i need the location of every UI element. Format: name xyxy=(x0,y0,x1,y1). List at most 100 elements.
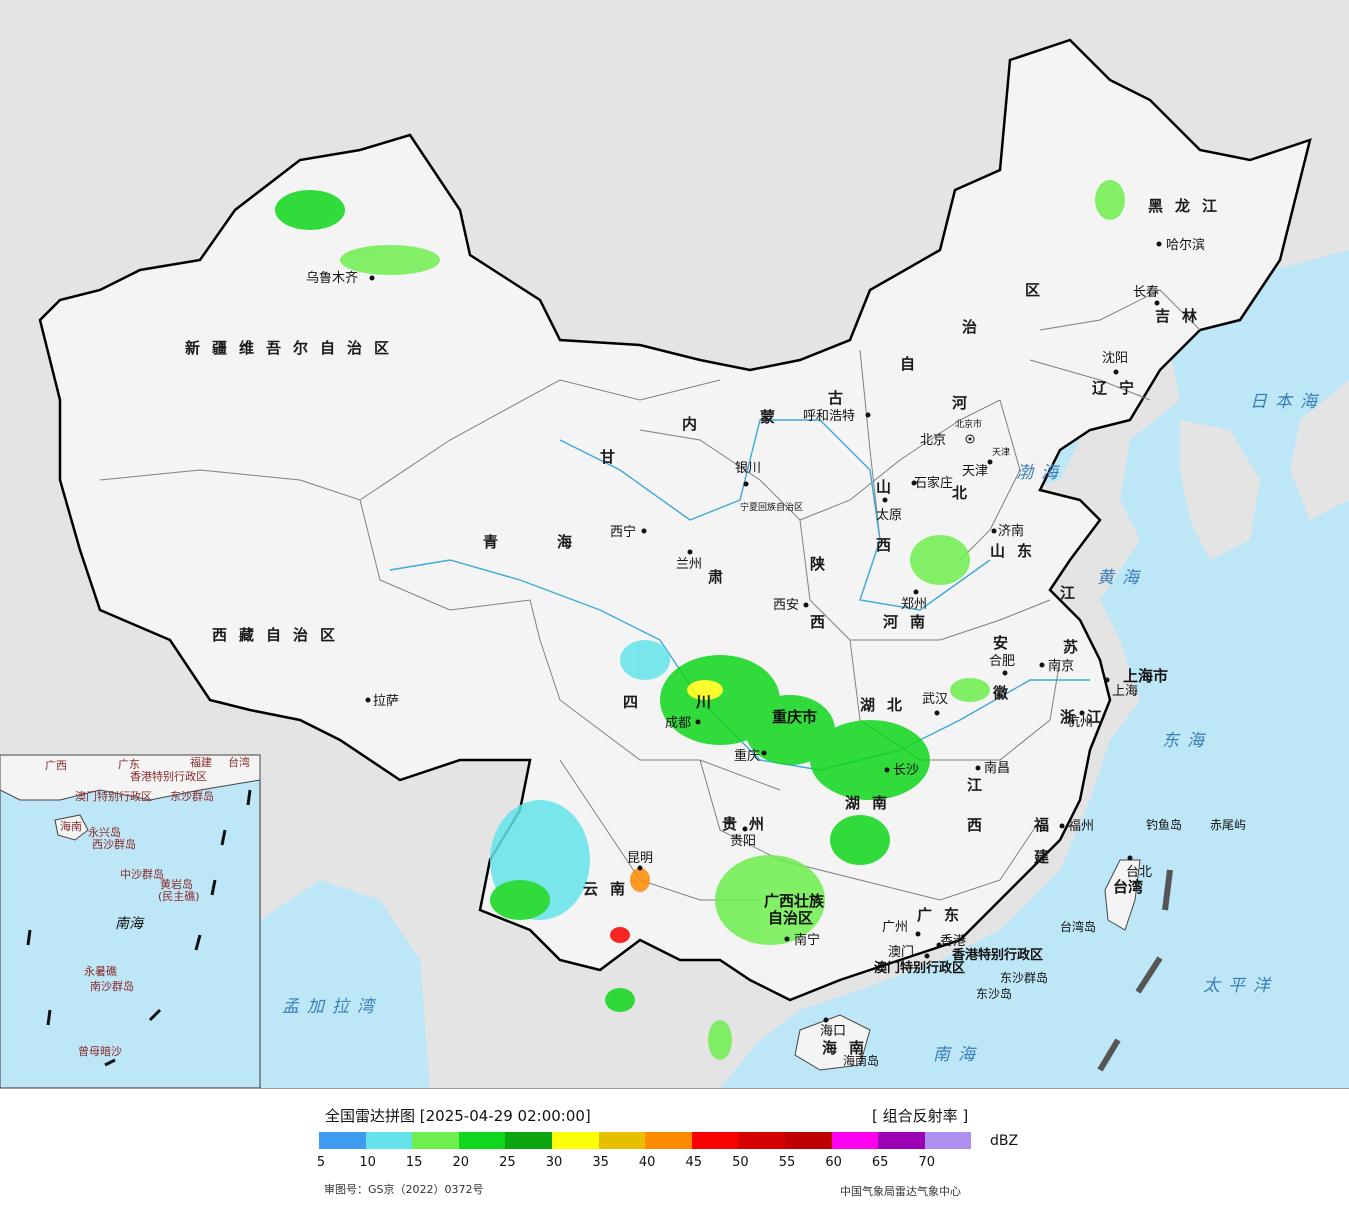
province-xizang: 西藏自治区 xyxy=(212,626,347,644)
province-hunan: 湖南 xyxy=(845,794,899,812)
province-gansu-2: 肃 xyxy=(708,568,735,586)
echo-henan xyxy=(910,535,970,585)
city-chengdu: 成都 xyxy=(665,716,691,731)
province-qinghai-2: 海 xyxy=(557,533,584,551)
city-markers xyxy=(365,241,1162,1023)
echo-urumqi xyxy=(340,245,440,275)
legend-tick-label: 55 xyxy=(778,1155,796,1170)
province-heilongjiang: 黑龙江 xyxy=(1148,197,1229,215)
legend-swatch xyxy=(645,1132,692,1149)
city-changsha: 长沙 xyxy=(893,763,919,778)
province-shaanxi-1: 陕 xyxy=(810,555,837,573)
legend-tick-label: 15 xyxy=(405,1155,423,1170)
city-nanjing: 南京 xyxy=(1048,658,1074,674)
japan-land xyxy=(1290,380,1349,520)
inset-label-xisha: 西沙群岛 xyxy=(92,837,136,851)
city-nanchang: 南昌 xyxy=(984,760,1010,776)
province-jilin: 吉林 xyxy=(1155,307,1209,325)
maritime-boundary-dashes xyxy=(1097,869,1173,1072)
hainan-island-shape xyxy=(794,1014,871,1071)
province-jiangxi-1: 江 xyxy=(967,776,994,794)
city-guiyang: 贵阳 xyxy=(730,834,756,849)
inset-hainan-shape xyxy=(54,814,89,841)
legend-unit: dBZ xyxy=(990,1133,1019,1149)
province-gansu-1: 甘 xyxy=(600,448,627,466)
inset-label-hk: 香港特别行政区 xyxy=(130,769,207,783)
city-nanning: 南宁 xyxy=(794,932,820,948)
radar-echoes xyxy=(275,180,1125,1060)
province-sichuan-1: 四 xyxy=(623,693,650,711)
province-xinjiang: 新疆维吾尔自治区 xyxy=(185,339,401,357)
province-jiangsu-2: 苏 xyxy=(1063,638,1090,656)
echo-chongqing xyxy=(745,695,835,765)
legend-swatch xyxy=(738,1132,785,1149)
echo-hubei-hunan xyxy=(810,720,930,800)
province-fujian-2: 建 xyxy=(1034,848,1061,866)
sea-mengjiala: 孟加拉湾 xyxy=(282,997,382,1017)
legend-tick-label: 30 xyxy=(545,1155,563,1170)
city-haikou: 海口 xyxy=(820,1024,846,1039)
inset-label-nanhai: 南海 xyxy=(115,916,145,932)
legend-swatch xyxy=(505,1132,552,1149)
legend-swatch xyxy=(551,1132,599,1149)
inset-label-zengmu: 曾母暗沙 xyxy=(78,1044,122,1058)
city-hefei: 合肥 xyxy=(989,654,1015,669)
legend-tick-label: 35 xyxy=(592,1155,609,1170)
city-hangzhou: 杭州 xyxy=(1067,715,1093,730)
echo-hainan-west xyxy=(708,1020,732,1060)
island-diaoyu: 钓鱼岛 xyxy=(1146,817,1182,832)
sea-ribenhai: 日本海 xyxy=(1250,392,1325,412)
city-guangzhou: 广州 xyxy=(882,920,908,935)
radar-map: 广西 广东 福建 台湾 香港特别行政区 澳门特别行政区 东沙群岛 海南 西沙群岛… xyxy=(0,0,1349,1088)
legend-tick-label: 40 xyxy=(638,1155,656,1170)
province-fujian-1: 福 xyxy=(1033,816,1061,834)
legend-color-bar xyxy=(319,1132,972,1149)
city-tianjin-city: 天津 xyxy=(992,447,1010,458)
inset-label-guangdong: 广东 xyxy=(118,758,140,771)
legend-tick-label: 10 xyxy=(359,1155,376,1170)
inset-label-fujian: 福建 xyxy=(190,755,212,769)
echo-heilongjiang xyxy=(1095,180,1125,220)
province-shanxi-1: 山 xyxy=(876,478,903,496)
echo-hunan-south xyxy=(830,815,890,865)
province-guangxi-2: 自治区 xyxy=(768,909,813,927)
province-hebei-2: 北 xyxy=(952,484,979,502)
province-jiangsu-1: 江 xyxy=(1060,584,1087,602)
province-neimenggu-6: 区 xyxy=(1025,281,1052,299)
province-hebei-1: 河 xyxy=(952,394,979,412)
province-neimenggu-4: 自 xyxy=(900,355,927,373)
inset-label-huangyan: 黄岩岛 xyxy=(160,877,193,891)
legend-swatch xyxy=(458,1132,506,1149)
province-hubei: 湖北 xyxy=(860,696,914,714)
legend-product: [ 组合反射率 ] xyxy=(872,1107,969,1125)
legend-tick-label: 50 xyxy=(732,1155,749,1170)
province-chongqing: 重庆市 xyxy=(772,708,817,726)
city-changchun: 长春 xyxy=(1133,285,1159,300)
sea-taipingyang: 太平洋 xyxy=(1203,976,1278,996)
province-sichuan-2: 川 xyxy=(695,693,723,711)
legend-swatch xyxy=(691,1132,739,1149)
inset-label-zhongsha: 中沙群岛 xyxy=(120,867,164,881)
city-xian: 西安 xyxy=(773,598,799,613)
echo-guangxi xyxy=(715,855,825,945)
city-kunming: 昆明 xyxy=(627,851,653,866)
bay-of-bengal xyxy=(260,880,430,1088)
province-ningxia: 宁夏回族自治区 xyxy=(740,501,803,513)
province-taiwan: 台湾 xyxy=(1113,878,1143,896)
echo-kunming xyxy=(630,868,650,892)
province-anhui-2: 徽 xyxy=(992,684,1020,702)
island-hainan: 海南岛 xyxy=(843,1053,879,1068)
province-neimenggu-3: 古 xyxy=(828,389,855,407)
province-guangdong: 广东 xyxy=(917,906,971,924)
city-shanghai: 上海 xyxy=(1112,684,1138,699)
province-yunnan: 云南 xyxy=(583,880,637,898)
echo-anhui xyxy=(950,678,990,702)
province-zhejiang: 浙江 xyxy=(1060,708,1114,726)
echo-sichuan-west xyxy=(620,640,670,680)
city-hohhot: 呼和浩特 xyxy=(803,409,855,424)
city-hongkong: 香港 xyxy=(940,934,966,949)
legend-tick-label: 65 xyxy=(871,1155,889,1170)
province-neimenggu-1: 内 xyxy=(682,415,709,433)
province-guizhou: 贵州 xyxy=(722,815,776,833)
sea-donghai: 东海 xyxy=(1162,731,1212,751)
